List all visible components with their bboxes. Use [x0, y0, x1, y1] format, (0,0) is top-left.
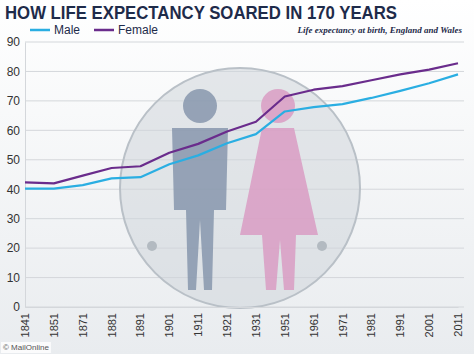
x-tick-label: 2011 — [452, 313, 464, 337]
x-tick: 1951 — [279, 307, 291, 337]
source-box — [1, 342, 51, 353]
x-tick: 1971 — [337, 307, 349, 337]
y-tick: 10 — [7, 271, 25, 285]
y-tick-label: 20 — [7, 241, 21, 255]
chart: 0102030405060708090184118511871188118911… — [0, 0, 474, 354]
y-tick: 80 — [7, 65, 25, 79]
y-tick-label: 80 — [7, 65, 21, 79]
icon-screw — [147, 241, 157, 251]
x-tick: 1931 — [250, 307, 262, 337]
y-tick: 90 — [7, 35, 25, 49]
series-line — [25, 74, 458, 188]
x-tick-label: 1961 — [308, 313, 320, 337]
x-tick: 1841 — [19, 307, 31, 337]
x-axis-line — [26, 307, 459, 308]
legend-item: Female — [94, 23, 158, 37]
x-tick: 1901 — [163, 307, 175, 337]
x-tick-label: 1841 — [19, 313, 31, 337]
x-tick: 2001 — [423, 307, 435, 337]
x-tick: 1851 — [48, 307, 60, 337]
series-line — [25, 63, 458, 183]
y-tick: 70 — [7, 94, 25, 108]
x-tick-label: 2001 — [423, 313, 435, 337]
y-tick: 60 — [7, 124, 25, 138]
y-tick: 30 — [7, 212, 25, 226]
x-tick-label: 1881 — [106, 313, 118, 337]
grid-line — [25, 42, 464, 43]
icon-male-head — [183, 89, 217, 123]
x-tick: 1911 — [192, 307, 204, 337]
x-tick: 1921 — [221, 307, 233, 337]
icon — [120, 68, 360, 308]
y-tick-label: 90 — [7, 35, 21, 49]
x-tick: 1871 — [77, 307, 89, 337]
y-tick-label: 50 — [7, 153, 21, 167]
legend: Male Female — [30, 23, 158, 37]
icon-screw — [317, 241, 327, 251]
x-tick-label: 1871 — [77, 313, 89, 337]
x-tick-label: 1901 — [163, 313, 175, 337]
background — [0, 0, 474, 354]
x-tick-label: 1921 — [221, 313, 233, 337]
plot-area — [25, 63, 458, 188]
y-axis-line — [25, 43, 26, 308]
legend-item: Male — [30, 23, 80, 37]
x-tick: 1881 — [106, 307, 118, 337]
x-tick-label: 1931 — [250, 313, 262, 337]
legend-swatch — [94, 29, 114, 32]
subtitle: Life expectancy at birth, England and Wa… — [297, 25, 463, 35]
legend-swatch — [30, 29, 50, 32]
x-tick-label: 1911 — [192, 313, 204, 337]
y-tick: 40 — [7, 183, 25, 197]
x-tick: 1891 — [134, 307, 146, 337]
source-text: © MailOnline — [3, 343, 49, 352]
x-tick-label: 1891 — [134, 313, 146, 337]
legend-label: Female — [118, 23, 158, 37]
y-tick-label: 60 — [7, 124, 21, 138]
grid — [25, 42, 464, 307]
x-tick-label: 1991 — [394, 313, 406, 337]
y-tick: 20 — [7, 241, 25, 255]
icon-male-body — [172, 128, 228, 290]
x-tick-label: 1981 — [365, 313, 377, 337]
source: © MailOnline — [1, 342, 51, 353]
x-tick: 2011 — [452, 307, 464, 337]
y-axis: 0 10 20 30 40 50 60 70 80 90 — [7, 35, 26, 314]
title: HOW LIFE EXPECTANCY SOARED IN 170 YEARS — [5, 3, 397, 23]
x-tick-label: 1951 — [279, 313, 291, 337]
x-tick-label: 1971 — [337, 313, 349, 337]
x-tick: 1981 — [365, 307, 377, 337]
y-tick-label: 10 — [7, 271, 21, 285]
x-tick: 1961 — [308, 307, 320, 337]
icon-disc — [120, 68, 360, 308]
x-axis: 1841 1851 1871 1881 1891 1901 1911 1921 1931 1951… — [19, 307, 464, 337]
icon-female-body — [240, 128, 318, 290]
y-tick-label: 40 — [7, 183, 21, 197]
x-tick-label: 1851 — [48, 313, 60, 337]
x-tick: 1991 — [394, 307, 406, 337]
legend-label: Male — [54, 23, 80, 37]
y-tick-label: 70 — [7, 94, 21, 108]
y-tick-label: 0 — [13, 300, 20, 314]
y-tick: 50 — [7, 153, 25, 167]
y-tick: 0 — [13, 300, 25, 314]
y-tick-label: 30 — [7, 212, 21, 226]
